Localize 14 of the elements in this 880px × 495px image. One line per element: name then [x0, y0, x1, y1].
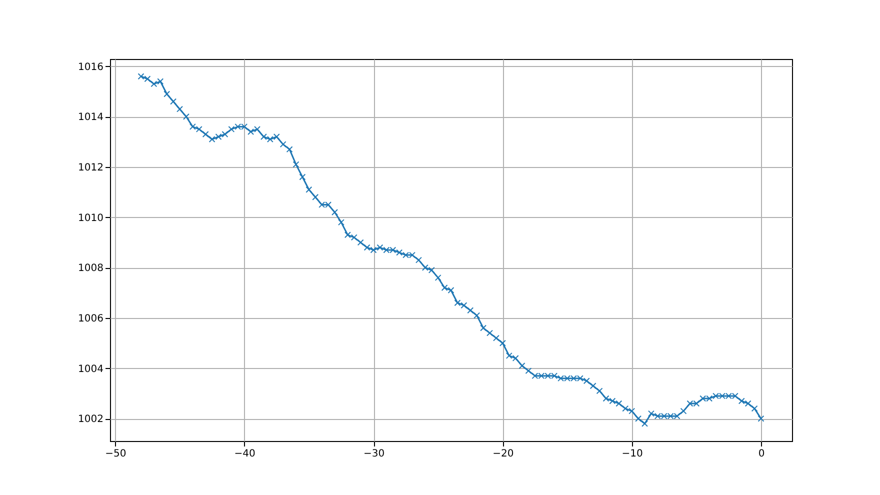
x-tick-label: −30: [363, 448, 385, 460]
x-tick-label: −50: [105, 448, 126, 460]
x-tick-label: 0: [758, 448, 765, 460]
y-tick-label: 1006: [78, 313, 104, 324]
x-tick-label: −40: [234, 448, 256, 460]
y-tick-label: 1004: [78, 364, 104, 375]
y-tick-label: 1002: [78, 414, 104, 426]
y-tick-label: 1012: [78, 162, 104, 174]
x-tick-label: −10: [622, 448, 643, 460]
y-tick-label: 1016: [78, 62, 104, 73]
y-tick-label: 1008: [78, 263, 104, 274]
y-tick-label: 1014: [78, 112, 104, 124]
x-tick-label: −20: [492, 448, 514, 460]
y-tick-label: 1010: [78, 212, 104, 224]
